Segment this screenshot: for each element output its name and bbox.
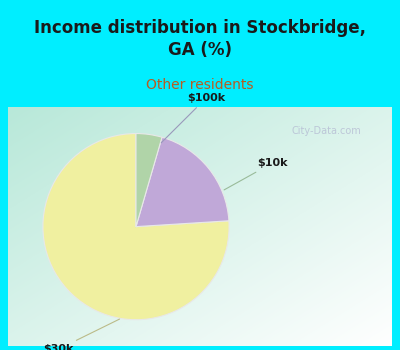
Text: $10k: $10k	[224, 158, 288, 190]
Text: Other residents: Other residents	[146, 78, 254, 92]
Wedge shape	[136, 137, 229, 227]
Text: $100k: $100k	[161, 93, 225, 143]
Text: Income distribution in Stockbridge,
GA (%): Income distribution in Stockbridge, GA (…	[34, 19, 366, 59]
Wedge shape	[43, 133, 229, 320]
Wedge shape	[136, 133, 162, 227]
Text: $30k: $30k	[43, 319, 120, 350]
Text: City-Data.com: City-Data.com	[292, 126, 361, 136]
